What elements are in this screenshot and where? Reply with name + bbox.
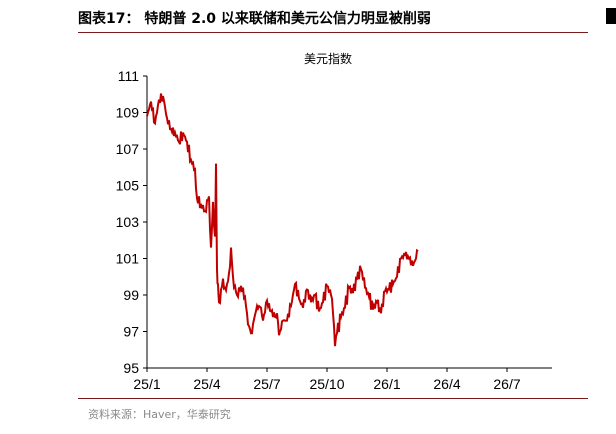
next-page-fragment [606, 8, 616, 24]
y-axis-ticks: 95 97 99 101 103 105 107 109 111 [116, 68, 147, 376]
y-tick-label: 109 [116, 105, 140, 121]
x-tick-label: 25/1 [133, 376, 160, 392]
y-tick-label: 111 [118, 68, 139, 84]
x-tick-label: 26/1 [373, 376, 400, 392]
series-line [146, 93, 419, 347]
x-tick-label: 25/10 [309, 376, 344, 392]
title-divider [78, 32, 588, 33]
y-tick-label: 103 [116, 214, 140, 230]
figure-title: 图表17： 特朗普 2.0 以来联储和美元公信力明显被削弱 [78, 8, 431, 28]
footer-divider [78, 398, 588, 399]
figure-label: 图表17： [78, 11, 140, 27]
x-axis-ticks: 25/1 25/4 25/7 25/10 26/1 26/4 26/7 [133, 368, 521, 392]
source-note: 资料来源：Haver，华泰研究 [88, 408, 231, 421]
x-tick-label: 26/7 [493, 376, 520, 392]
chart-title: 美元指数 [304, 52, 353, 66]
y-tick-label: 97 [123, 324, 139, 340]
x-tick-label: 25/7 [253, 376, 280, 392]
y-tick-label: 95 [123, 360, 139, 376]
y-tick-label: 101 [116, 251, 140, 267]
x-tick-label: 25/4 [193, 376, 220, 392]
chart-axes [146, 76, 552, 369]
y-tick-label: 105 [116, 178, 140, 194]
x-tick-label: 26/4 [433, 376, 460, 392]
figure-title-text: 特朗普 2.0 以来联储和美元公信力明显被削弱 [144, 11, 431, 27]
y-tick-label: 107 [116, 141, 140, 157]
y-tick-label: 99 [123, 287, 139, 303]
